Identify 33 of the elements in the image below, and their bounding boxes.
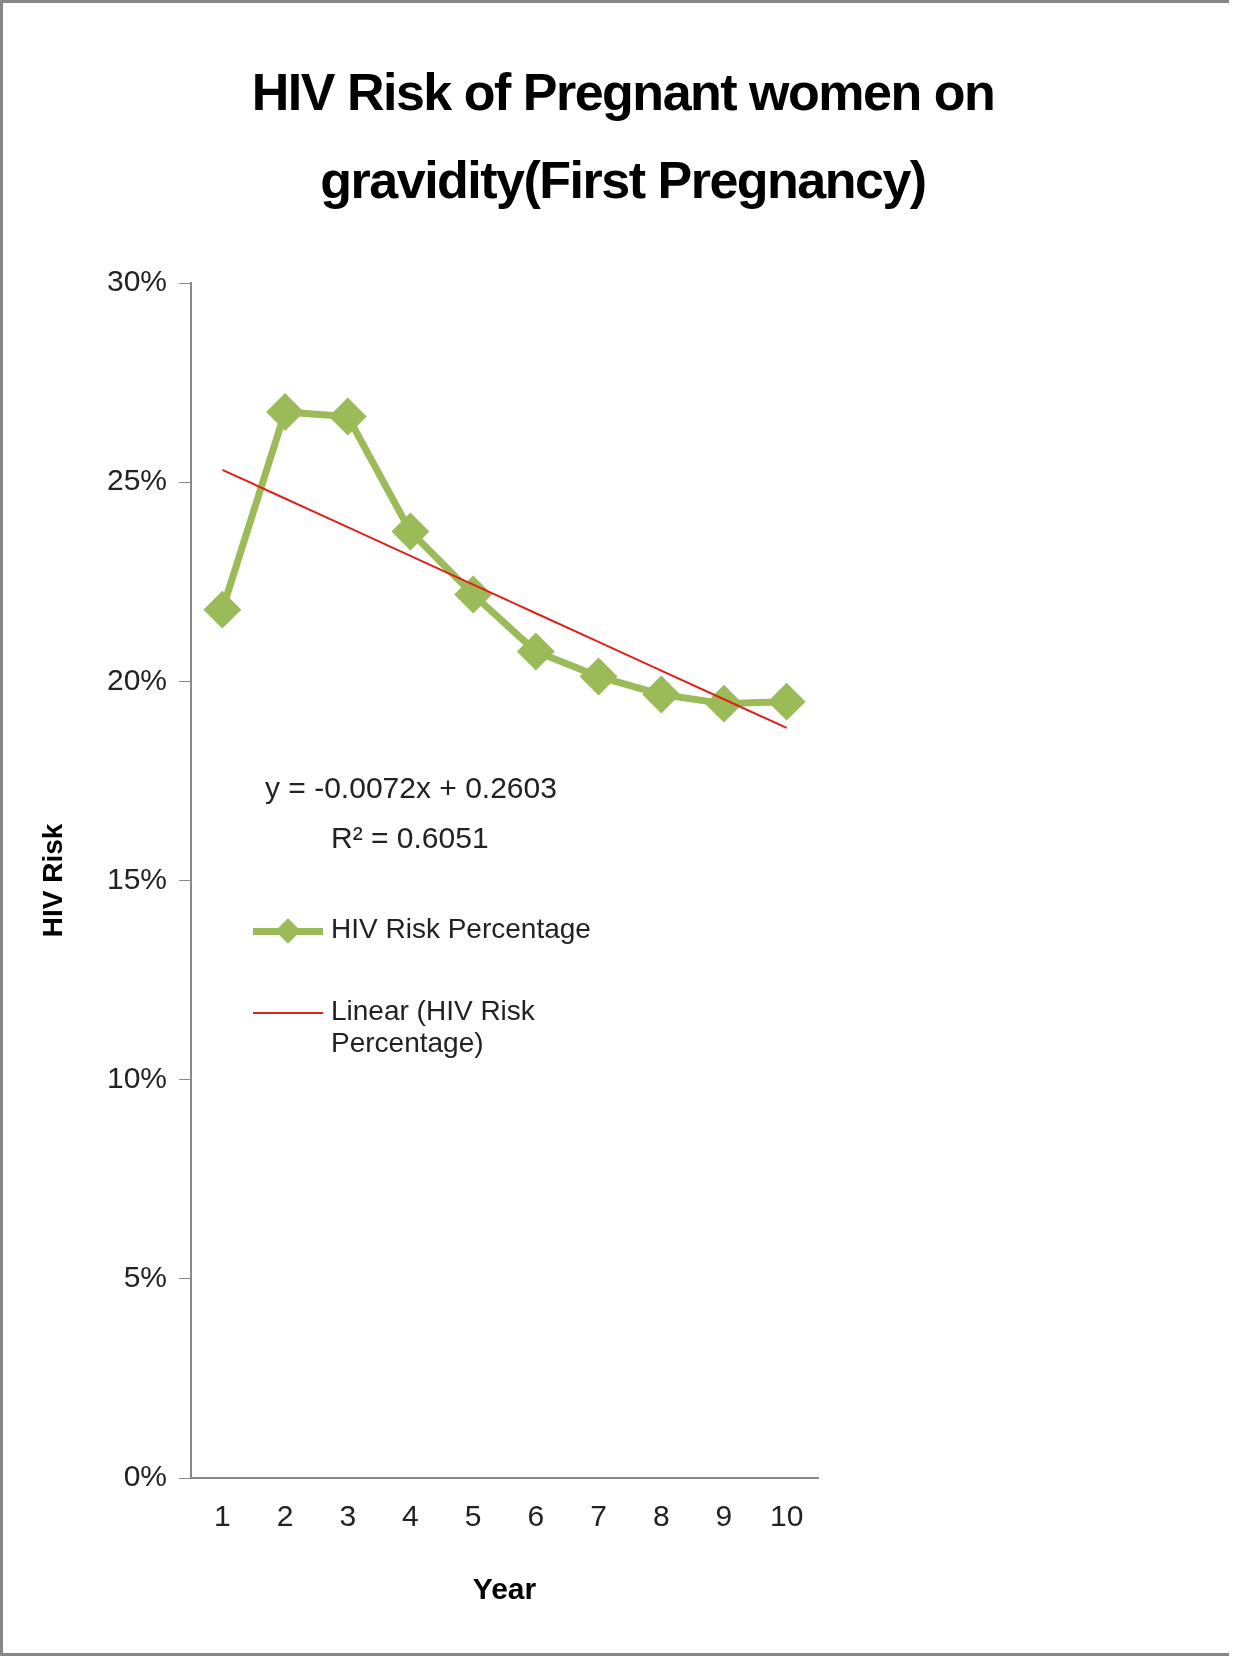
- x-tick-label: 2: [276, 1499, 294, 1533]
- x-tick-label: 1: [214, 1499, 231, 1533]
- legend-label: HIV Risk Percentage: [331, 913, 591, 945]
- x-tick-label: 7: [590, 1499, 607, 1533]
- y-tick-label: 15%: [106, 861, 167, 895]
- x-tick-label: 3: [339, 1499, 357, 1533]
- y-tick-label: 30%: [106, 264, 167, 298]
- x-axis-title: Year: [472, 1572, 537, 1606]
- x-tick-label: 5: [464, 1499, 482, 1533]
- x-tick-label: 4: [402, 1499, 419, 1533]
- y-tick-label: 10%: [106, 1060, 167, 1094]
- y-axis-title: HIV Risk: [36, 823, 68, 938]
- annotation: R² = 0.6051: [331, 821, 489, 855]
- y-tick-label: 25%: [106, 463, 167, 497]
- y-tick-label: 0%: [123, 1459, 167, 1493]
- annotation: y = -0.0072x + 0.2603: [265, 771, 557, 805]
- point: [392, 514, 428, 550]
- point: [455, 577, 491, 612]
- point: [581, 659, 617, 695]
- legend-label: Linear (HIV Risk Percentage): [331, 995, 536, 1059]
- chart-title: HIV Risk of Pregnant women on gravidity(First Pregnancy): [250, 62, 996, 211]
- y-tick-label: 20%: [106, 662, 167, 696]
- x-tick-label: 8: [652, 1499, 670, 1533]
- x-tick-label: 9: [715, 1499, 733, 1533]
- x-tick-label: 10: [769, 1499, 804, 1533]
- x-tick-label: 6: [527, 1499, 545, 1533]
- point: [769, 684, 805, 720]
- point: [643, 676, 679, 712]
- point: [267, 394, 303, 430]
- y-tick-label: 5%: [123, 1260, 167, 1294]
- point: [518, 633, 554, 669]
- point: [204, 592, 240, 628]
- point: [330, 398, 366, 434]
